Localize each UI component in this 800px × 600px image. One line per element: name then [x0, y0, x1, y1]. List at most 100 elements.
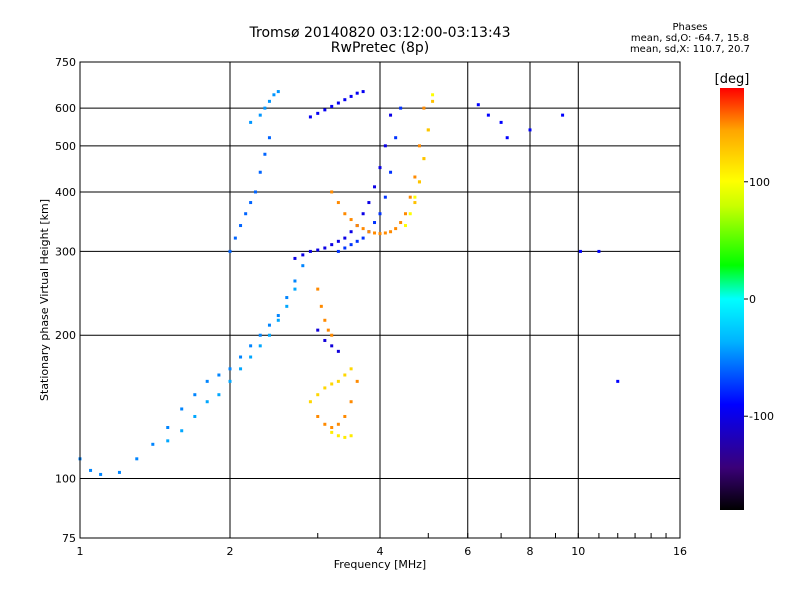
data-point — [180, 407, 184, 411]
data-point — [228, 249, 232, 253]
data-point — [323, 108, 327, 112]
data-point — [336, 249, 340, 253]
y-tick-label: 100 — [55, 473, 76, 486]
data-point — [293, 279, 297, 283]
data-point — [301, 253, 305, 257]
data-point — [426, 128, 430, 132]
data-point — [323, 422, 327, 426]
data-point — [258, 344, 262, 348]
x-tick-label: 2 — [227, 545, 234, 558]
y-tick-label: 200 — [55, 329, 76, 342]
data-point — [367, 201, 371, 205]
data-point — [249, 344, 253, 348]
data-point — [239, 367, 243, 371]
data-point — [217, 373, 221, 377]
data-point — [336, 101, 340, 105]
data-point — [205, 400, 209, 404]
data-point — [249, 201, 253, 205]
data-point — [361, 90, 365, 94]
data-point — [389, 170, 393, 174]
data-point — [316, 393, 320, 397]
data-point — [193, 393, 197, 397]
data-point — [267, 333, 271, 337]
x-axis-ticks: 1 2 4 6 8 10 16 — [77, 533, 687, 558]
data-point — [323, 318, 327, 322]
data-point — [413, 195, 417, 199]
data-point — [399, 106, 403, 110]
data-point — [151, 442, 155, 446]
data-point — [308, 249, 312, 253]
data-point — [330, 425, 334, 429]
data-point — [89, 468, 93, 472]
data-point — [244, 212, 248, 216]
data-point — [378, 166, 382, 170]
data-point — [205, 379, 209, 383]
data-point — [336, 239, 340, 243]
data-point — [330, 430, 334, 434]
data-point — [293, 256, 297, 260]
data-point — [403, 212, 407, 216]
data-point — [263, 106, 267, 110]
data-point — [239, 224, 243, 228]
data-point — [319, 304, 323, 308]
data-point — [336, 349, 340, 353]
data-point — [422, 106, 426, 110]
y-tick-label: 600 — [55, 102, 76, 115]
data-point — [330, 190, 334, 194]
data-point — [383, 195, 387, 199]
scatter-points — [78, 90, 620, 476]
data-point — [323, 338, 327, 342]
data-point — [597, 249, 601, 253]
data-point — [336, 422, 340, 426]
data-point — [403, 224, 407, 228]
data-point — [349, 230, 353, 234]
data-point — [166, 439, 170, 443]
data-point — [349, 400, 353, 404]
plot-grid — [80, 62, 680, 538]
data-point — [263, 152, 267, 156]
data-point — [267, 99, 271, 103]
phase-stats-heading: Phases — [672, 22, 708, 33]
data-point — [616, 379, 620, 383]
data-point — [117, 470, 121, 474]
data-point — [249, 355, 253, 359]
data-point — [417, 180, 421, 184]
data-point — [561, 113, 565, 117]
data-point — [336, 201, 340, 205]
data-point — [99, 472, 103, 476]
data-point — [355, 379, 359, 383]
x-tick-label: 4 — [377, 545, 384, 558]
data-point — [431, 99, 435, 103]
data-point — [135, 457, 139, 461]
data-point — [383, 231, 387, 235]
data-point — [413, 201, 417, 205]
data-point — [343, 373, 347, 377]
colorbar-tick-label: 100 — [749, 176, 770, 189]
data-point — [355, 91, 359, 95]
data-point — [276, 318, 280, 322]
data-point — [316, 287, 320, 291]
data-point — [399, 221, 403, 225]
data-point — [166, 425, 170, 429]
colorbar-label: [deg] — [715, 72, 750, 87]
data-point — [431, 93, 435, 97]
data-point — [349, 218, 353, 222]
data-point — [361, 236, 365, 240]
data-point — [336, 434, 340, 438]
data-point — [323, 246, 327, 250]
colorbar-tick-label: -100 — [749, 410, 774, 423]
data-point — [330, 243, 334, 247]
y-axis-label: Stationary phase Virtual Height [km] — [38, 199, 51, 401]
data-point — [258, 113, 262, 117]
data-point — [361, 227, 365, 231]
data-point — [378, 232, 382, 236]
data-point — [378, 212, 382, 216]
phase-stats: Phases mean, sd,O: -64.7, 15.8 mean, sd,… — [600, 22, 780, 55]
data-point — [343, 246, 347, 250]
data-point — [476, 103, 480, 107]
data-point — [316, 328, 320, 332]
y-tick-label: 750 — [55, 56, 76, 69]
data-point — [258, 170, 262, 174]
data-point — [276, 314, 280, 318]
data-point — [326, 328, 330, 332]
